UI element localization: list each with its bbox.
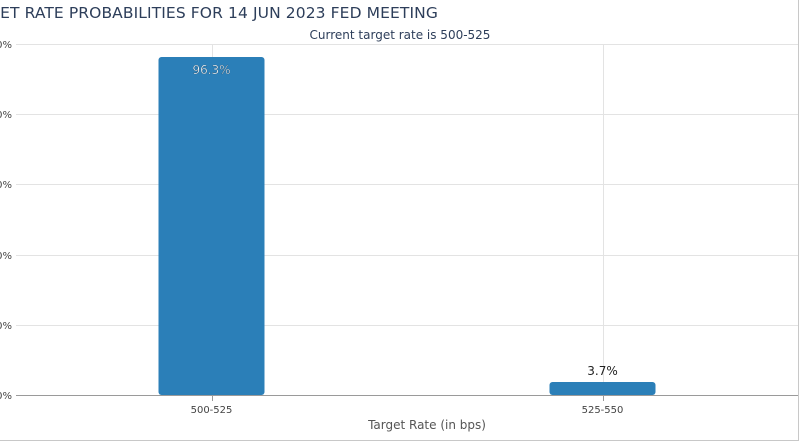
bar[interactable]	[549, 382, 656, 395]
y-tick-label: 0%	[0, 180, 12, 191]
y-tick-label: 0%	[0, 40, 12, 51]
y-axis: 0% 0% 0% 0% 0% 0%	[0, 40, 12, 402]
x-axis: 500-525 525-550	[16, 395, 798, 416]
bar-data-label: 3.7%	[587, 364, 618, 378]
x-tick-label: 500-525	[191, 405, 233, 416]
bar-data-label: 96.3%	[192, 63, 230, 77]
grid-lines	[16, 44, 798, 395]
chart-title: GET RATE PROBABILITIES FOR 14 JUN 2023 F…	[0, 4, 438, 22]
y-tick-label: 0%	[0, 251, 12, 262]
y-tick-label: 0%	[0, 110, 12, 121]
bar[interactable]	[158, 56, 265, 395]
y-tick-label: 0%	[0, 391, 12, 402]
chart-subtitle: Current target rate is 500-525	[309, 28, 491, 42]
y-tick-label: 0%	[0, 321, 12, 332]
x-tick-label: 525-550	[582, 405, 624, 416]
bars: 96.3% 3.7%	[158, 56, 656, 395]
x-axis-title: Target Rate (in bps)	[367, 418, 486, 432]
